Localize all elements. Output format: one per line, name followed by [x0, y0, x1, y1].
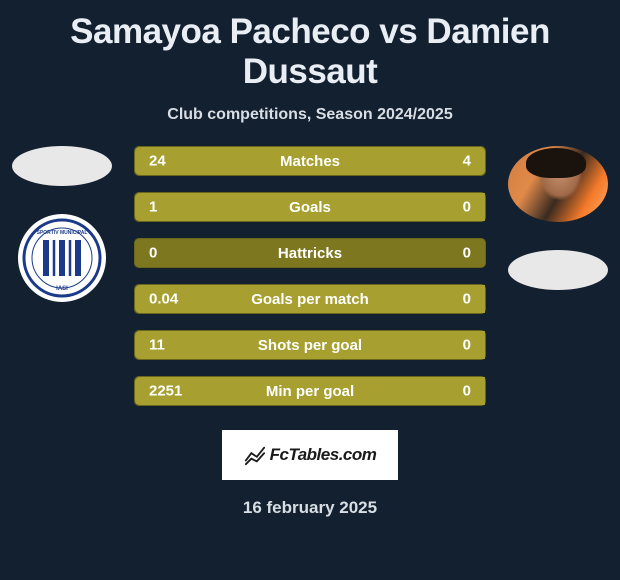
stat-value-right: 0 [463, 291, 471, 308]
left-column: SPORTIV MUNICIPAL IASI [12, 146, 112, 302]
bar-fill-right [435, 147, 485, 175]
footer-date: 16 february 2025 [0, 498, 620, 518]
footer-brand-badge: FcTables.com [222, 430, 398, 480]
stat-bar-mpg: 2251 Min per goal 0 [134, 376, 486, 406]
stat-bar-spg: 11 Shots per goal 0 [134, 330, 486, 360]
page-title: Samayoa Pacheco vs Damien Dussaut [0, 12, 620, 92]
right-player-photo [508, 146, 608, 222]
stat-value-left: 0.04 [149, 291, 178, 308]
stat-bar-gpm: 0.04 Goals per match 0 [134, 284, 486, 314]
footer-brand-text: FcTables.com [270, 445, 377, 465]
stat-value-left: 11 [149, 337, 165, 354]
svg-text:IASI: IASI [56, 286, 68, 292]
stat-bar-goals: 1 Goals 0 [134, 192, 486, 222]
stat-value-left: 2251 [149, 383, 182, 400]
stat-bar-hattricks: 0 Hattricks 0 [134, 238, 486, 268]
stat-bar-matches: 24 Matches 4 [134, 146, 486, 176]
stat-value-left: 24 [149, 153, 166, 170]
stat-label: Matches [280, 153, 340, 170]
stat-value-right: 0 [463, 245, 471, 262]
left-club-badge: SPORTIV MUNICIPAL IASI [18, 214, 106, 302]
right-club-placeholder [508, 250, 608, 290]
stat-label: Goals [289, 199, 331, 216]
club-badge-icon: SPORTIV MUNICIPAL IASI [22, 218, 102, 298]
stats-bars: 24 Matches 4 1 Goals 0 0 Hattricks 0 [134, 146, 486, 406]
stat-value-right: 0 [463, 199, 471, 216]
stat-value-right: 0 [463, 383, 471, 400]
stat-label: Goals per match [251, 291, 369, 308]
left-player-placeholder [12, 146, 112, 186]
stat-label: Hattricks [278, 245, 342, 262]
main-row: SPORTIV MUNICIPAL IASI 24 Matches 4 1 Go… [0, 146, 620, 406]
subtitle: Club competitions, Season 2024/2025 [0, 106, 620, 124]
stat-value-right: 0 [463, 337, 471, 354]
right-column [508, 146, 608, 290]
fctables-logo-icon [244, 444, 266, 466]
stat-value-left: 0 [149, 245, 157, 262]
comparison-card: Samayoa Pacheco vs Damien Dussaut Club c… [0, 0, 620, 518]
stat-value-right: 4 [463, 153, 471, 170]
stat-label: Shots per goal [258, 337, 362, 354]
stat-label: Min per goal [266, 383, 354, 400]
stat-value-left: 1 [149, 199, 157, 216]
svg-text:SPORTIV MUNICIPAL: SPORTIV MUNICIPAL [37, 230, 88, 236]
